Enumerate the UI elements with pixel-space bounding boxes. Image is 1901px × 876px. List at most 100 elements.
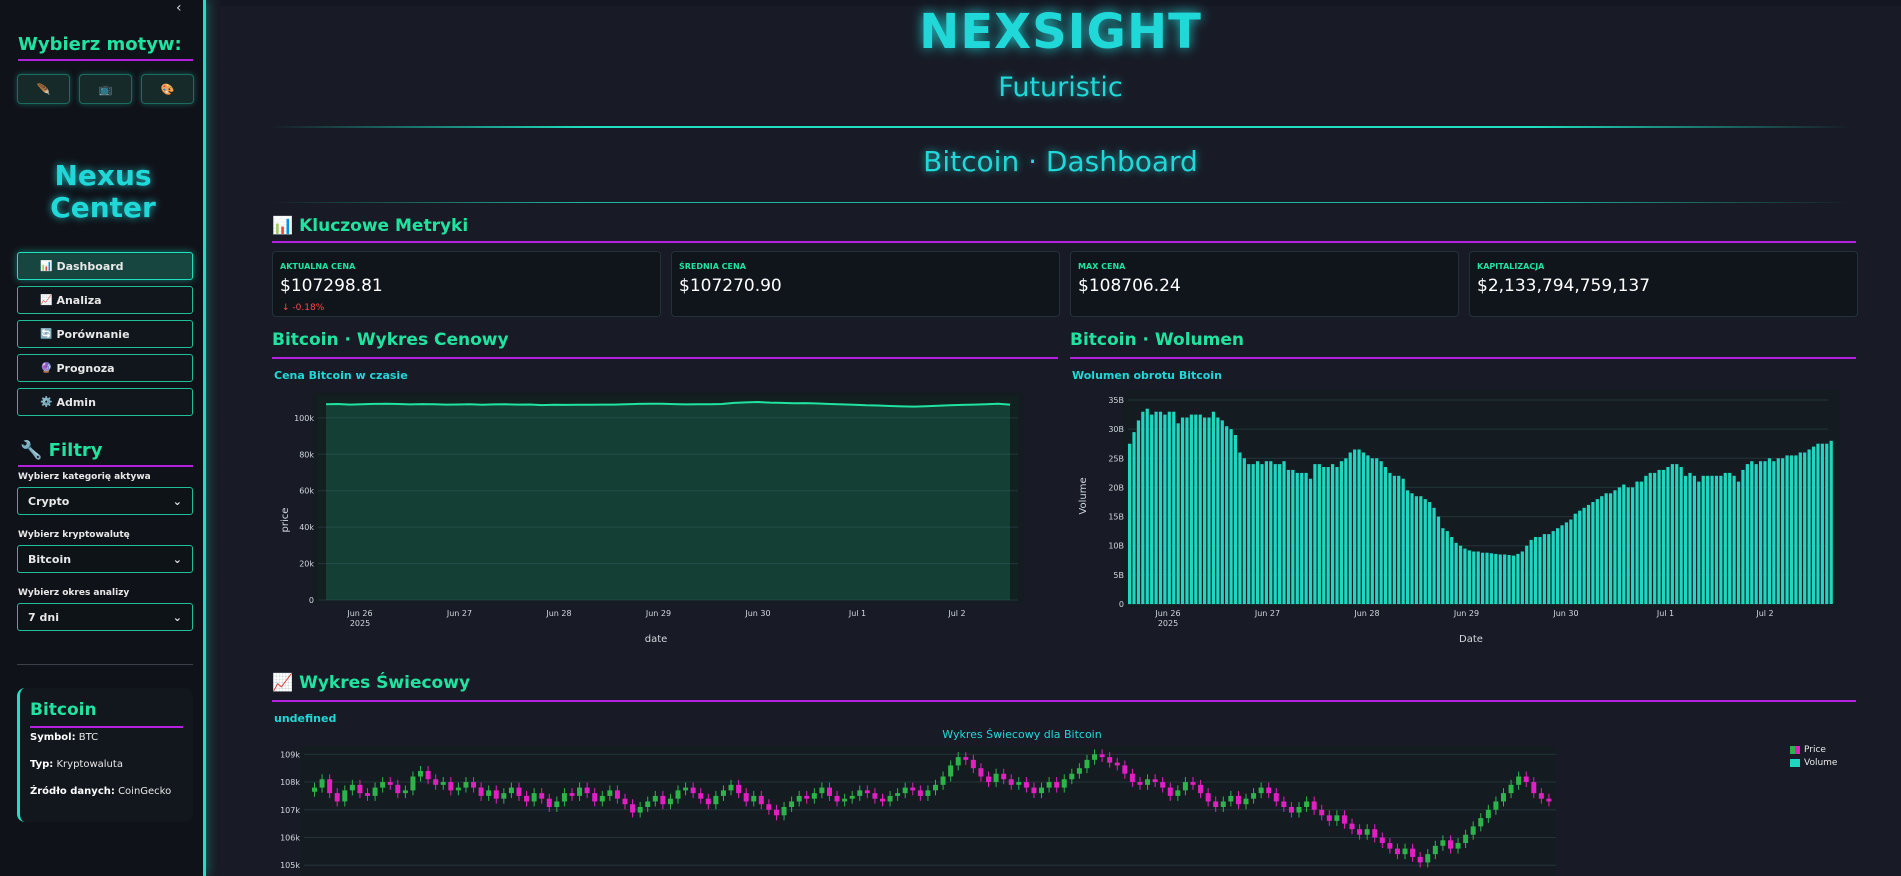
metric-card-average: ŚREDNIA CENA $107270.90 xyxy=(671,251,1060,317)
volume-bar xyxy=(1158,411,1163,604)
volume-bar xyxy=(1167,411,1171,604)
candle-body xyxy=(319,779,325,788)
candle-body xyxy=(758,795,764,805)
volume-bar xyxy=(1600,496,1604,604)
volume-bar xyxy=(1251,464,1255,604)
candle-body xyxy=(1341,815,1347,824)
candle-body xyxy=(1432,845,1438,855)
metric-card-max: MAX CENA $108706.24 xyxy=(1070,251,1459,317)
candle-body xyxy=(622,798,628,805)
metric-label: AKTUALNA CENA xyxy=(280,262,356,271)
nav-item-prognoza[interactable]: 🔮 Prognoza xyxy=(17,354,193,382)
volume-bar xyxy=(1379,461,1383,604)
volume-bar xyxy=(1383,467,1388,604)
nexus-line-1: Nexus xyxy=(54,159,152,192)
candle-body xyxy=(887,795,893,802)
nexus-center-title: Nexus Center xyxy=(0,160,206,224)
volume-bar xyxy=(1573,513,1577,604)
candle-body xyxy=(970,759,976,769)
volume-bar xyxy=(1225,426,1229,604)
theme-button-palette[interactable]: 🎨 xyxy=(141,74,194,104)
candle-body xyxy=(554,801,560,807)
candle-body xyxy=(789,801,795,807)
nav-item-porownanie[interactable]: 🔄 Porównanie xyxy=(17,320,193,348)
volume-bar xyxy=(1472,551,1476,604)
metrics-section-title: 📊 Kluczowe Metryki xyxy=(272,216,469,236)
volume-x-tick-label: Jun 28 xyxy=(1353,609,1379,618)
crypto-label: Wybierz kryptowalutę xyxy=(18,530,130,540)
period-select[interactable]: 7 dni ⌄ xyxy=(17,603,193,631)
volume-bar xyxy=(1608,493,1613,604)
nav-label: Porównanie xyxy=(56,327,130,341)
volume-bar xyxy=(1180,417,1185,604)
candle-body xyxy=(1137,782,1143,785)
volume-bar xyxy=(1683,475,1688,604)
theme-button-feather[interactable]: 🪶 xyxy=(17,74,70,104)
filters-divider xyxy=(18,465,193,467)
volume-bar xyxy=(1410,493,1414,604)
price-y-tick-label: 0 xyxy=(309,596,314,605)
volume-bar xyxy=(1631,487,1635,604)
nexus-line-2: Center xyxy=(50,191,156,224)
candle-body xyxy=(1357,829,1363,835)
crypto-select[interactable]: Bitcoin ⌄ xyxy=(17,545,193,573)
volume-bar xyxy=(1304,472,1308,604)
volume-chart[interactable]: 0 5B 10B 15B 20B 25B 30B 35B Jun 26 Jun 27 Jun 28 J… xyxy=(1070,386,1856,656)
category-select[interactable]: Crypto ⌄ xyxy=(17,487,193,515)
volume-bar xyxy=(1728,472,1732,604)
sidebar-divider xyxy=(17,664,193,665)
sidebar: ‹ Wybierz motyw: 🪶 📺 🎨 Nexus Center 📊 Das… xyxy=(0,0,206,876)
refresh-icon: 🔄 xyxy=(40,328,53,340)
volume-bar xyxy=(1185,417,1189,604)
candle-body xyxy=(1092,754,1098,760)
volume-bar xyxy=(1423,499,1427,604)
candle-body xyxy=(342,790,348,802)
candle-body xyxy=(1281,801,1287,807)
price-area xyxy=(326,402,1010,600)
volume-bar xyxy=(1648,472,1652,604)
metric-value: $2,133,794,759,137 xyxy=(1477,276,1651,296)
candle-body xyxy=(1523,776,1529,783)
asset-type-row: Typ: Kryptowaluta xyxy=(30,759,123,770)
legend-item-price[interactable]: Price xyxy=(1790,744,1837,757)
volume-bar xyxy=(1507,555,1511,604)
candle-body xyxy=(584,787,590,794)
theme-button-tv[interactable]: 📺 xyxy=(79,74,132,104)
volume-bar xyxy=(1556,528,1560,604)
candle-chart[interactable]: Wykres Świecowy dla Bitcoin 109k 108k 107k 1… xyxy=(272,724,1772,876)
nav-item-analiza[interactable]: 📈 Analiza xyxy=(17,286,193,314)
legend-item-volume[interactable]: Volume xyxy=(1790,757,1837,770)
volume-bar xyxy=(1458,545,1463,604)
candle-body xyxy=(667,798,673,805)
volume-bar xyxy=(1163,414,1167,604)
candle-body xyxy=(1023,782,1029,788)
candle-body xyxy=(1031,787,1037,794)
candle-divider xyxy=(272,700,1856,702)
candle-body xyxy=(425,770,431,780)
candle-body xyxy=(1364,829,1370,835)
candle-body xyxy=(1447,840,1453,849)
candle-body xyxy=(1508,784,1514,794)
nav-item-dashboard[interactable]: 📊 Dashboard xyxy=(17,252,193,280)
metric-delta: ↓ -0.18% xyxy=(282,303,325,313)
chevron-down-icon: ⌄ xyxy=(172,552,182,566)
candle-body xyxy=(819,787,825,794)
metric-card-capitalization: KAPITALIZACJA $2,133,794,759,137 xyxy=(1469,251,1858,317)
candle-body xyxy=(1220,801,1226,807)
volume-bar xyxy=(1670,464,1674,604)
candle-body xyxy=(857,790,863,796)
price-x-year-label: 2025 xyxy=(350,619,370,628)
legend-swatch-price xyxy=(1790,745,1800,754)
candle-body xyxy=(1531,782,1537,794)
price-chart[interactable]: 0 20k 40k 60k 80k 100k Jun 26 Jun 27 Jun 28 Jun 2… xyxy=(272,386,1058,656)
nav-item-admin[interactable]: ⚙️ Admin xyxy=(17,388,193,416)
volume-bar xyxy=(1282,461,1286,604)
candle-body xyxy=(1296,807,1302,813)
volume-bar xyxy=(1194,414,1198,604)
price-y-tick-label: 40k xyxy=(299,523,314,532)
volume-bar xyxy=(1150,414,1154,604)
volume-bar xyxy=(1397,475,1401,604)
volume-bar xyxy=(1533,537,1538,604)
volume-bar xyxy=(1723,472,1727,604)
collapse-sidebar-icon[interactable]: ‹ xyxy=(176,0,182,16)
